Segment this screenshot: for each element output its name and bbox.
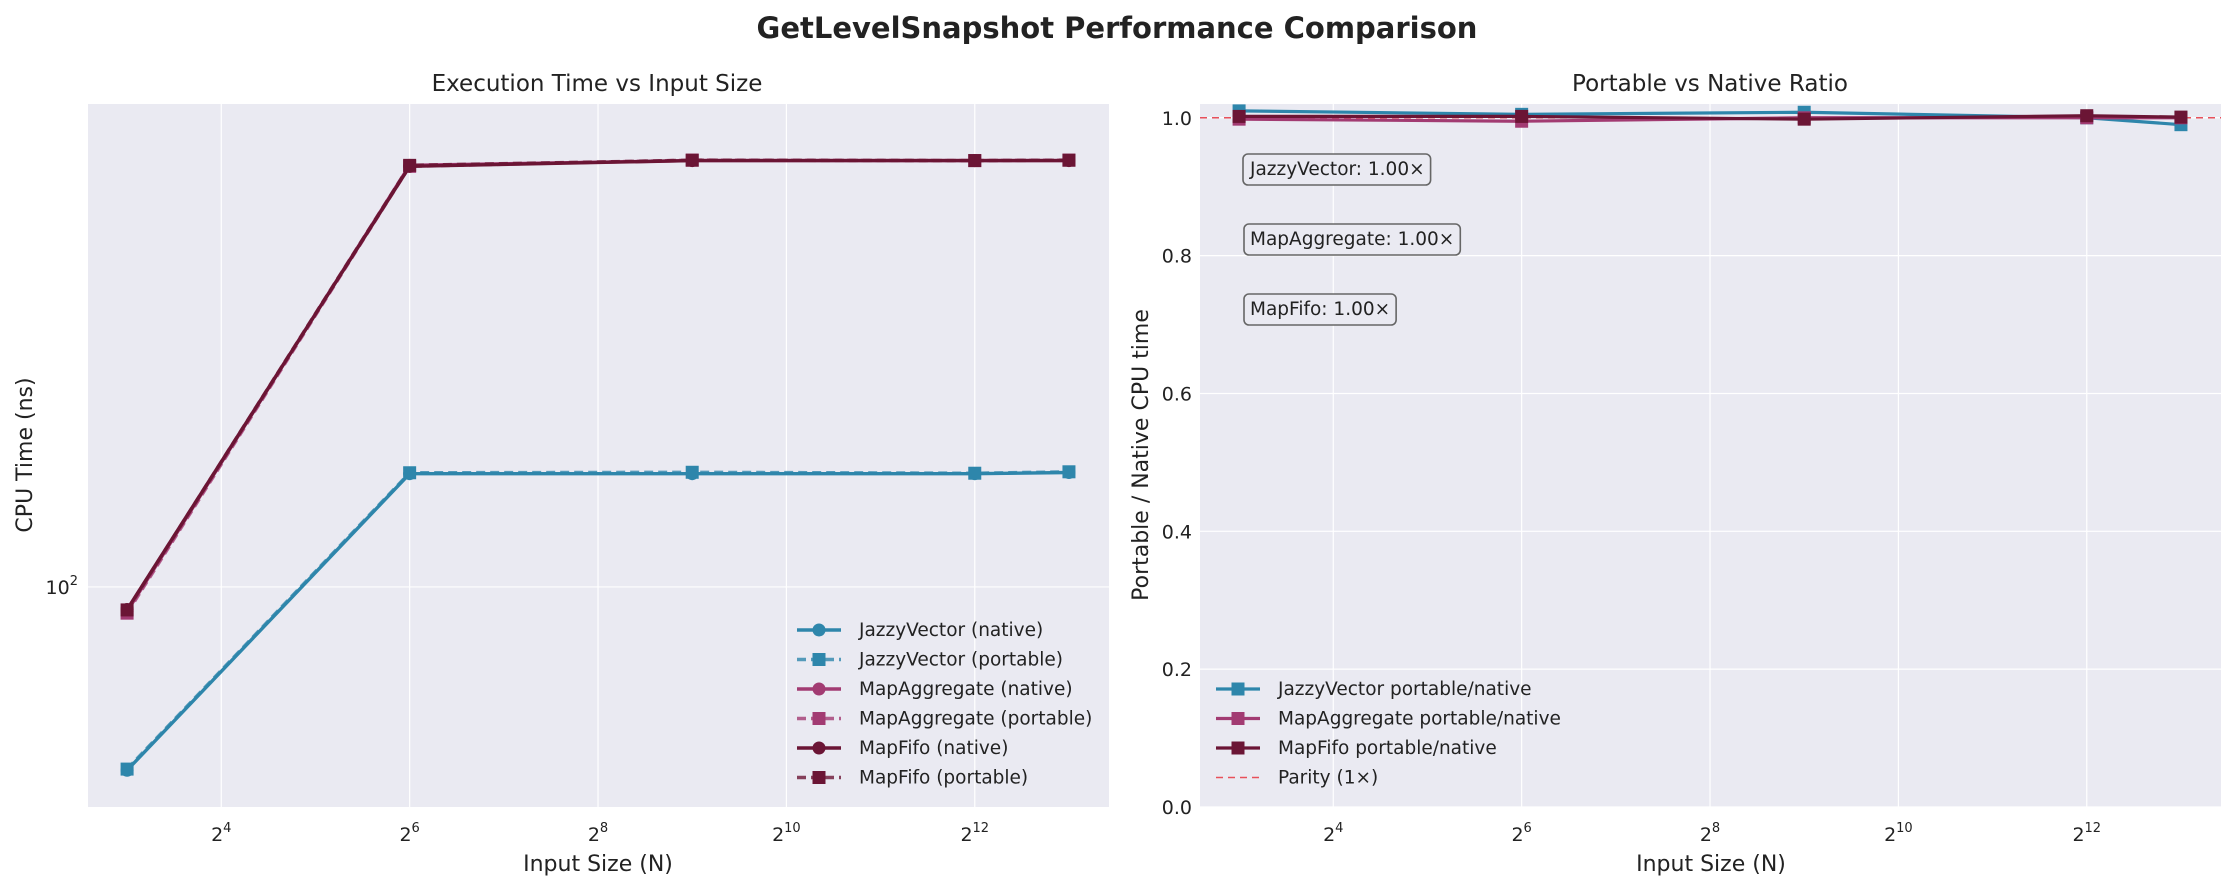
x-tick-label: 26 — [399, 821, 419, 846]
legend-label: MapAggregate (native) — [859, 679, 1073, 700]
y-tick-label: 102 — [46, 574, 78, 599]
legend-swatch-marker — [1231, 741, 1245, 755]
ratio-annotation-text: MapFifo: 1.00× — [1250, 299, 1390, 320]
ratio-annotation: MapFifo: 1.00× — [1243, 293, 1397, 326]
series-line — [125, 158, 1069, 611]
legend-swatch-marker — [812, 741, 826, 755]
x-tick-label: 24 — [1323, 821, 1343, 846]
ratio-annotation: MapAggregate: 1.00× — [1243, 223, 1462, 256]
y-tick-label: 0.8 — [1162, 246, 1192, 268]
legend-label: JazzyVector (native) — [858, 620, 1043, 641]
legend-swatch-marker — [1231, 712, 1245, 725]
ratio-annotation-text: MapAggregate: 1.00× — [1250, 229, 1454, 250]
ratio-annotation-text: JazzyVector: 1.00× — [1249, 159, 1425, 180]
legend-label: MapFifo (portable) — [859, 768, 1028, 789]
chart-2-y-ticks: 0.0 0.2 0.4 0.6 0.8 1.0 — [1162, 108, 1192, 819]
ratio-annotation-box — [1243, 293, 1397, 326]
y-tick-label: 0.0 — [1162, 797, 1192, 819]
ratio-annotation-box — [1243, 223, 1462, 256]
chart-execution-time: Execution Time vs Input Size 24 26 28 210 21… — [13, 71, 1109, 877]
ratio-annotation: JazzyVector: 1.00× — [1242, 153, 1432, 186]
legend-label: Parity (1×) — [1278, 768, 1378, 789]
data-point — [685, 153, 699, 167]
data-point — [120, 762, 134, 776]
legend-label: MapFifo (native) — [859, 738, 1008, 759]
x-tick-label: 212 — [960, 821, 989, 846]
x-tick-label: 210 — [1884, 821, 1913, 846]
data-point — [1062, 153, 1076, 167]
legend-swatch-marker — [812, 712, 826, 725]
chart-1-x-label: Input Size (N) — [523, 852, 673, 877]
data-point — [968, 466, 982, 480]
chart-2-x-label: Input Size (N) — [1636, 852, 1786, 877]
data-point — [2080, 109, 2094, 123]
chart-2-title: Portable vs Native Ratio — [1572, 71, 1848, 97]
chart-1-title: Execution Time vs Input Size — [432, 71, 763, 97]
x-tick-label: 28 — [588, 821, 608, 846]
x-tick-label: 28 — [1700, 821, 1720, 846]
chart-1-series — [120, 153, 1076, 777]
chart-2-x-ticks: 24 26 28 210 212 — [1323, 821, 2101, 846]
y-tick-label: 0.6 — [1162, 383, 1192, 405]
y-tick-label: 0.2 — [1162, 659, 1192, 681]
y-tick-label: 0.4 — [1162, 521, 1192, 543]
x-tick-label: 24 — [211, 821, 231, 846]
chart-1-legend: JazzyVector (native) JazzyVector (portabl… — [797, 620, 1092, 789]
legend-label: JazzyVector portable/native — [1277, 679, 1532, 700]
data-point — [968, 154, 982, 168]
legend-swatch-marker — [812, 623, 826, 637]
data-point — [403, 466, 417, 480]
chart-ratio: Portable vs Native Ratio 24 26 28 210 212 0.… — [1129, 71, 2221, 877]
data-point — [403, 158, 417, 172]
legend-label: MapAggregate (portable) — [859, 709, 1092, 730]
chart-1-y-ticks: 102 — [46, 574, 78, 599]
data-point — [1515, 109, 1529, 123]
data-point — [2174, 110, 2188, 124]
chart-1-y-label: CPU Time (ns) — [13, 377, 38, 532]
x-tick-label: 26 — [1511, 821, 1531, 846]
legend-swatch-marker — [812, 653, 826, 666]
data-point — [1797, 112, 1811, 126]
legend-swatch-marker — [1231, 682, 1245, 696]
data-point — [120, 603, 134, 617]
chart-2-legend: JazzyVector portable/native MapAggregate … — [1216, 679, 1561, 789]
legend-label: JazzyVector (portable) — [858, 650, 1063, 671]
chart-1-grid — [88, 104, 1109, 807]
figure-suptitle: GetLevelSnapshot Performance Comparison — [757, 11, 1478, 45]
chart-2-annotations: JazzyVector: 1.00× MapAggregate: 1.00× Map… — [1242, 153, 1462, 326]
legend-label: MapFifo portable/native — [1278, 738, 1497, 759]
data-point — [1232, 109, 1246, 123]
legend-label: MapAggregate portable/native — [1278, 709, 1561, 730]
x-tick-label: 210 — [772, 821, 801, 846]
data-point — [685, 465, 699, 479]
chart-2-series — [1232, 104, 2188, 132]
x-tick-label: 212 — [2072, 821, 2101, 846]
chart-1-x-ticks: 24 26 28 210 212 — [211, 821, 989, 846]
legend-swatch-marker — [812, 682, 826, 696]
ratio-annotation-box — [1242, 153, 1432, 186]
y-tick-label: 1.0 — [1162, 108, 1192, 130]
chart-2-y-label: Portable / Native CPU time — [1129, 309, 1154, 601]
data-point — [1062, 465, 1076, 479]
legend-swatch-marker — [812, 771, 826, 784]
